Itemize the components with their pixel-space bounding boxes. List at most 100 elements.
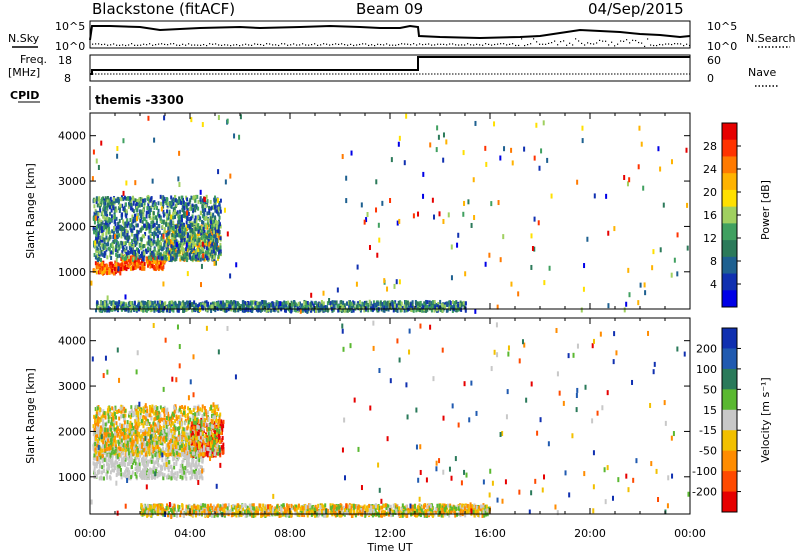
- heatmap-cell: [162, 259, 165, 264]
- noise-search-point: [119, 44, 121, 46]
- heatmap-cell: [357, 305, 360, 310]
- heatmap-cell: [192, 463, 195, 468]
- heatmap-cell: [146, 260, 149, 265]
- heatmap-cell: [149, 470, 152, 475]
- heatmap-cell: [217, 229, 220, 234]
- heatmap-cell: [460, 307, 463, 312]
- heatmap-cell: [296, 303, 299, 308]
- heatmap-cell: [422, 305, 425, 310]
- noise-search-point: [425, 43, 427, 45]
- heatmap-cell: [389, 197, 392, 203]
- heatmap-cell: [136, 462, 139, 467]
- heatmap-cell: [120, 263, 123, 268]
- heatmap-cell: [249, 308, 252, 313]
- heatmap-cell: [173, 234, 176, 239]
- heatmap-cell: [109, 211, 112, 216]
- heatmap-cell: [435, 147, 438, 153]
- heatmap-cell: [146, 263, 149, 268]
- noise-right-tick-top: 10^5: [707, 20, 737, 33]
- heatmap-cell: [98, 457, 101, 462]
- heatmap-cell: [204, 238, 207, 243]
- colorbar-swatch: [722, 290, 737, 308]
- heatmap-cell: [182, 222, 185, 227]
- heatmap-cell: [220, 306, 223, 311]
- heatmap-cell: [154, 259, 157, 264]
- noise-search-point: [275, 44, 277, 46]
- heatmap-cell: [106, 196, 109, 201]
- heatmap-cell: [170, 214, 173, 220]
- heatmap-cell: [221, 424, 224, 429]
- heatmap-cell: [201, 465, 204, 470]
- heatmap-cell: [115, 252, 118, 257]
- heatmap-cell: [140, 448, 143, 453]
- heatmap-cell: [167, 303, 170, 308]
- heatmap-cell: [194, 208, 197, 213]
- heatmap-cell: [392, 308, 395, 313]
- heatmap-cell: [103, 222, 106, 227]
- heatmap-cell: [496, 304, 499, 310]
- heatmap-cell: [204, 303, 207, 308]
- heatmap-cell: [126, 261, 129, 266]
- heatmap-cell: [201, 204, 204, 209]
- noise-search-point: [236, 44, 238, 46]
- heatmap-cell: [171, 467, 174, 472]
- heatmap-cell: [126, 218, 129, 223]
- heatmap-cell: [106, 473, 109, 478]
- heatmap-cell: [185, 476, 188, 481]
- heatmap-cell: [583, 263, 586, 269]
- heatmap-cell: [182, 458, 185, 463]
- noise-search-point: [380, 43, 382, 46]
- heatmap-cell: [130, 247, 133, 252]
- heatmap-cell: [124, 223, 127, 228]
- noise-search-point: [200, 44, 202, 46]
- heatmap-cell: [135, 474, 138, 479]
- heatmap-cell: [234, 304, 237, 309]
- noise-search-point: [155, 44, 157, 46]
- heatmap-cell: [159, 265, 162, 270]
- noise-search-point: [497, 43, 499, 45]
- heatmap-cell: [135, 208, 138, 213]
- heatmap-cell: [117, 243, 120, 248]
- heatmap-cell: [191, 459, 194, 464]
- noise-search-point: [179, 44, 181, 46]
- heatmap-cell: [105, 210, 108, 215]
- heatmap-cell: [188, 470, 191, 475]
- noise-search-point: [272, 44, 274, 46]
- heatmap-cell: [170, 471, 173, 476]
- heatmap-cell: [197, 304, 200, 309]
- heatmap-cell: [397, 301, 400, 306]
- heatmap-cell: [145, 455, 148, 460]
- heatmap-cell: [197, 249, 200, 254]
- noise-sky-trace: [89, 24, 691, 41]
- colorbar-tick-label: 20: [703, 186, 717, 199]
- heatmap-cell: [95, 262, 98, 267]
- heatmap-cell: [523, 146, 526, 152]
- heatmap-cell: [158, 226, 161, 231]
- heatmap-cell: [185, 195, 188, 200]
- heatmap-cell: [315, 308, 318, 313]
- heatmap-cell: [415, 301, 418, 306]
- heatmap-cell: [206, 424, 209, 429]
- heatmap-cell: [172, 457, 175, 462]
- heatmap-cell: [112, 197, 115, 202]
- heatmap-cell: [293, 307, 296, 312]
- heatmap-cell: [123, 241, 126, 246]
- heatmap-cell: [150, 251, 153, 256]
- heatmap-cell: [367, 308, 370, 313]
- noise-right-label: N.Search: [746, 32, 796, 45]
- heatmap-cell: [275, 306, 278, 311]
- heatmap-cell: [251, 300, 254, 305]
- heatmap-cell: [229, 273, 232, 279]
- heatmap-cell: [422, 171, 425, 177]
- heatmap-cell: [540, 148, 543, 154]
- heatmap-cell: [546, 157, 549, 163]
- heatmap-cell: [100, 476, 103, 481]
- heatmap-cell: [141, 234, 144, 239]
- heatmap-cell: [156, 234, 159, 239]
- heatmap-cell: [145, 464, 148, 469]
- heatmap-cell: [145, 475, 148, 480]
- heatmap-cell: [685, 147, 688, 153]
- heatmap-cell: [148, 214, 151, 219]
- heatmap-cell: [149, 198, 152, 203]
- heatmap-cell: [108, 205, 111, 210]
